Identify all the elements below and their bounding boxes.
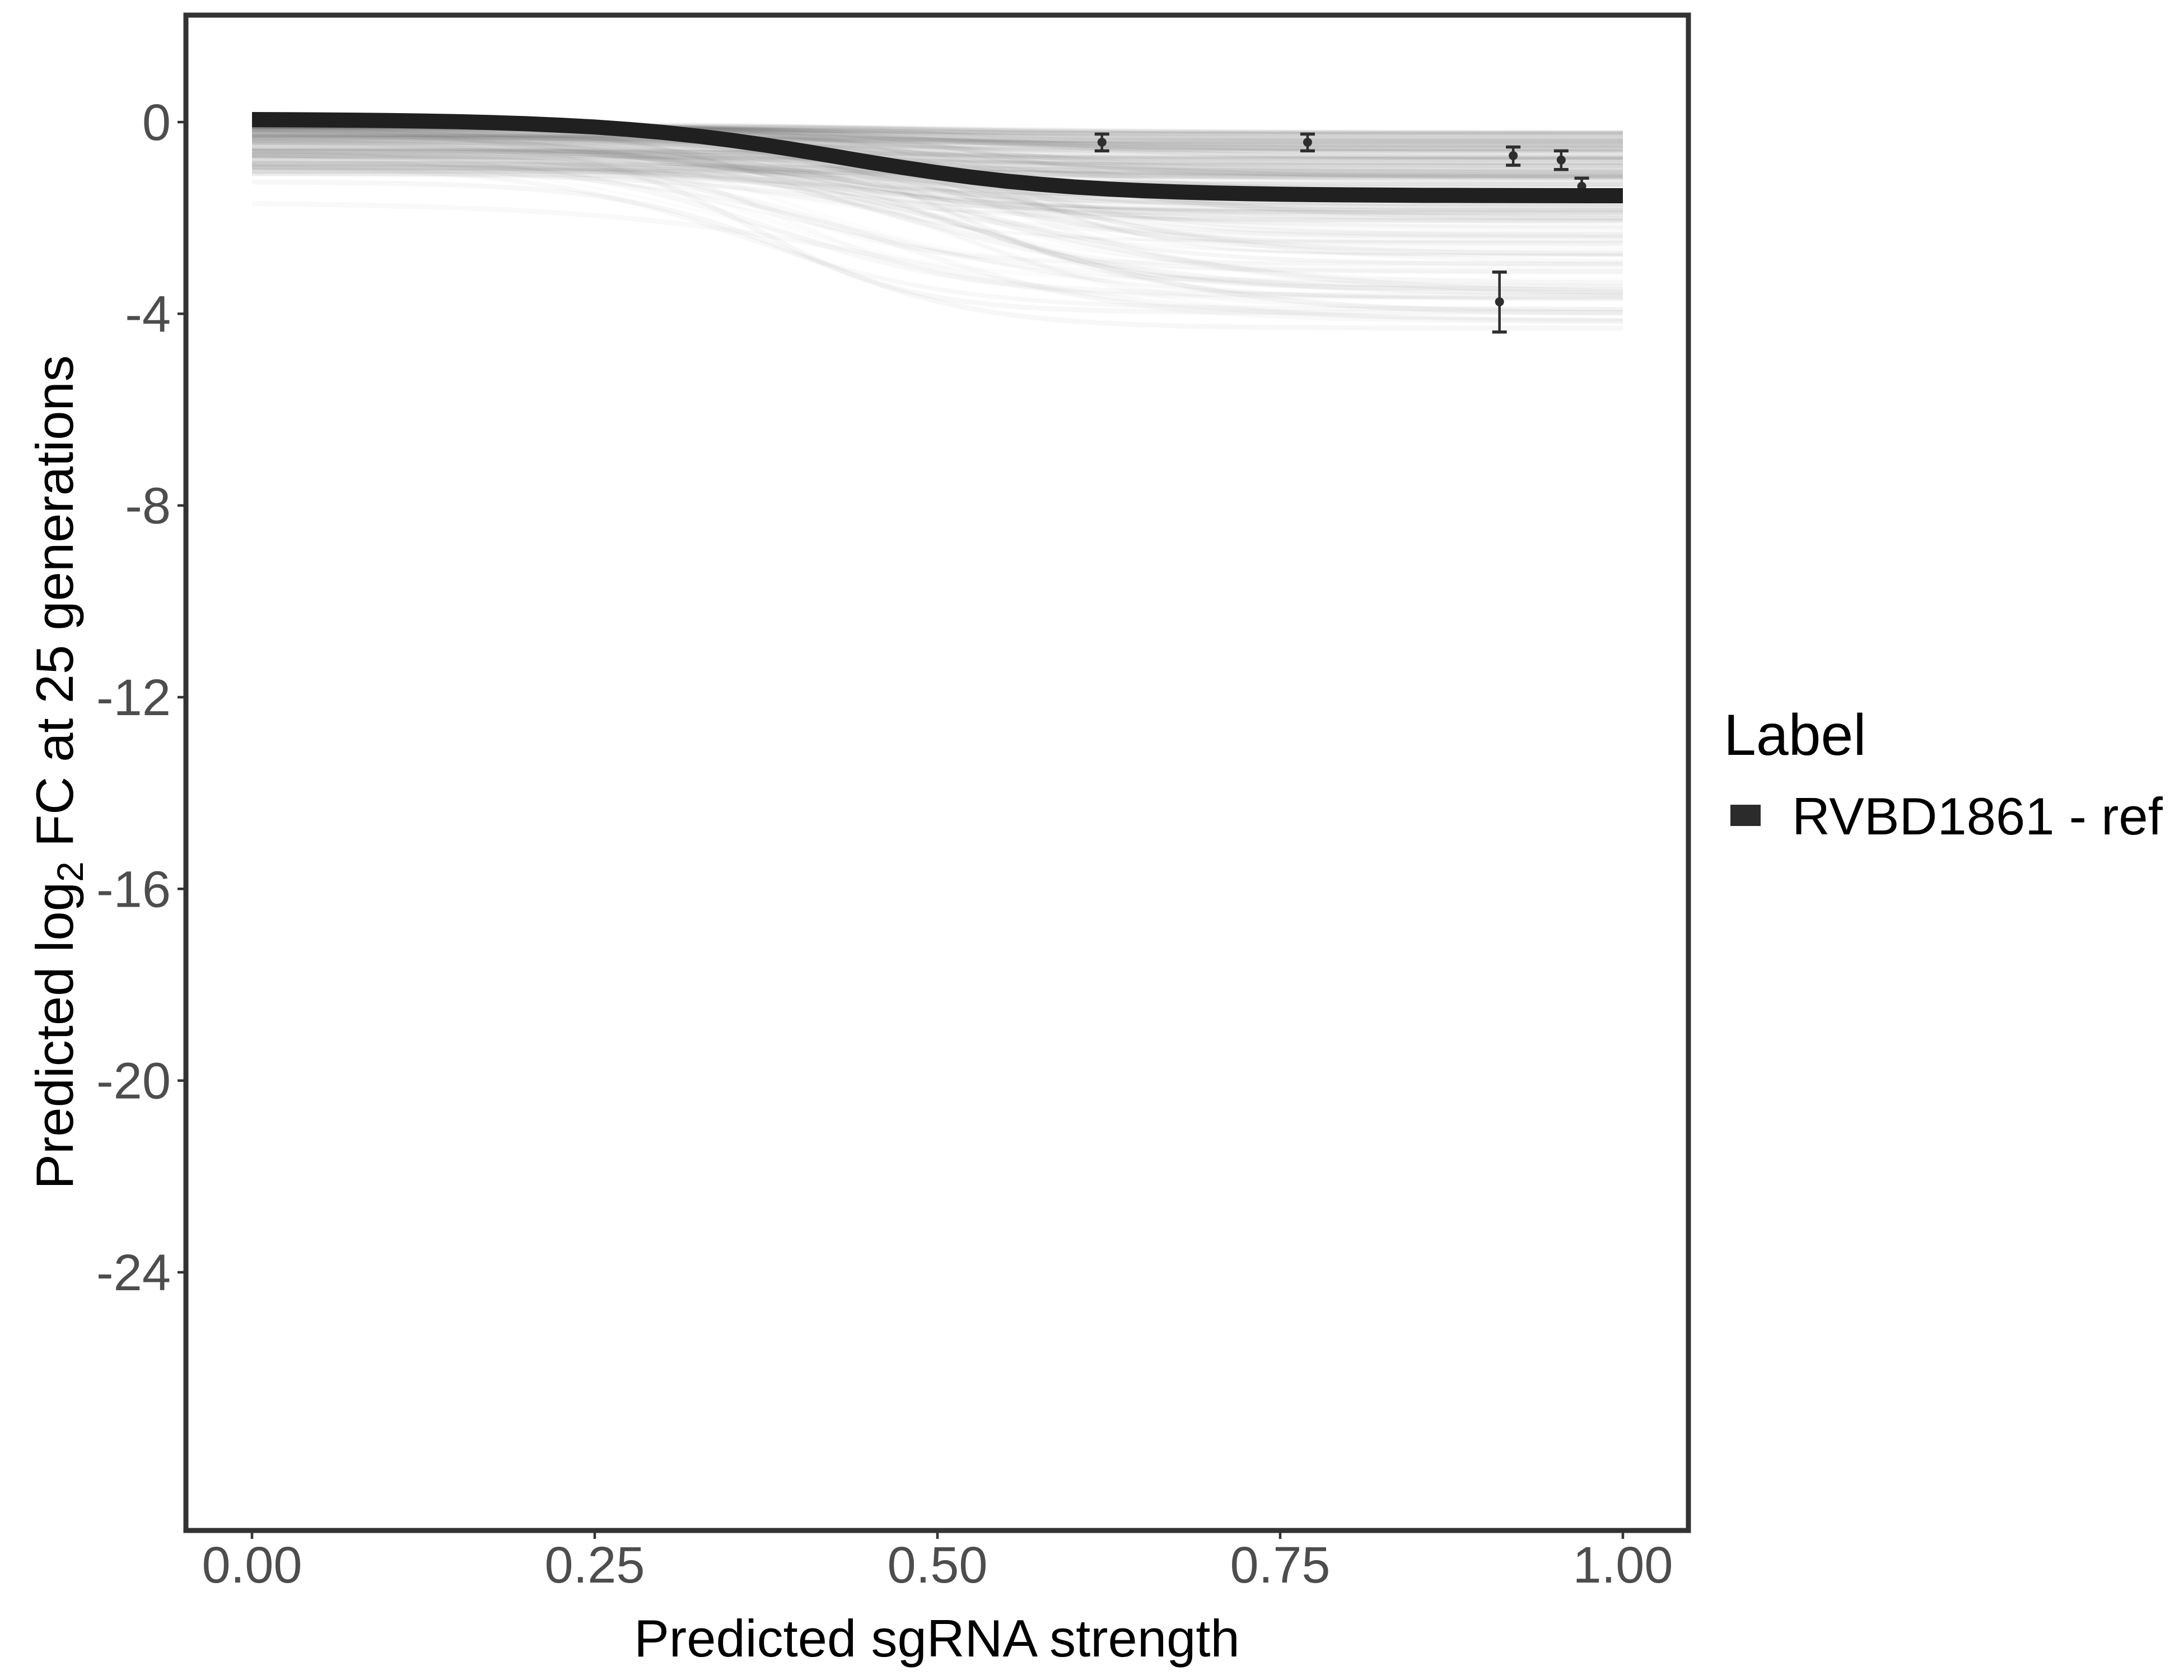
gray-prediction-curve: [251, 129, 1623, 213]
error-bar-point: [1506, 145, 1521, 167]
legend-title: Label: [1724, 703, 1866, 768]
y-tick-label: -12: [96, 669, 171, 726]
gray-prediction-curve: [251, 125, 1623, 211]
y-tick-label: 0: [142, 94, 171, 151]
legend-key-swatch: [1730, 805, 1761, 826]
x-tick-label: 0.50: [887, 1537, 987, 1594]
gray-prediction-curve: [251, 165, 1623, 302]
error-bar-point: [1553, 149, 1569, 171]
gray-prediction-curve: [251, 143, 1623, 214]
error-bar-point: [1094, 132, 1109, 153]
gray-prediction-curve: [251, 125, 1623, 207]
legend-item-label: RVBD1861 - ref: [1792, 787, 2163, 846]
x-tick-label: 0.00: [202, 1537, 302, 1594]
gray-prediction-curve: [252, 149, 1623, 171]
gray-prediction-curve: [251, 139, 1623, 267]
reference-curve-layer: [251, 112, 1623, 203]
x-tick-label: 1.00: [1572, 1537, 1673, 1594]
gray-prediction-curve: [252, 132, 1623, 240]
gray-prediction-curve: [252, 148, 1623, 171]
gray-prediction-curve: [252, 165, 1623, 215]
data-point: [1556, 155, 1566, 165]
error-bar-point: [1492, 270, 1507, 334]
gray-prediction-curve: [251, 135, 1623, 179]
gray-prediction-curve: [251, 152, 1623, 220]
y-axis-title-subscript: 2: [49, 861, 91, 882]
y-tick-label: -16: [96, 861, 171, 918]
gray-prediction-curve: [251, 128, 1623, 206]
y-axis: 0 -4 -8 -12 -16 -20 -24: [96, 94, 186, 1301]
reference-curve: [251, 112, 1623, 203]
gray-prediction-curve: [252, 129, 1623, 138]
gray-prediction-curve: [251, 130, 1623, 230]
x-axis-title: Predicted sgRNA strength: [634, 1609, 1240, 1668]
gray-prediction-curve: [252, 142, 1623, 151]
gray-prediction-curve: [251, 171, 1623, 223]
gray-prediction-curve-outlier: [251, 179, 1623, 331]
gray-prediction-curve: [252, 135, 1623, 148]
gray-prediction-curve-outlier: [251, 201, 1623, 324]
data-point: [1097, 137, 1107, 147]
gray-prediction-curve: [252, 132, 1623, 152]
y-tick-label: -24: [96, 1244, 171, 1301]
gray-prediction-curve: [252, 150, 1623, 160]
gray-prediction-curve: [251, 134, 1623, 159]
gray-prediction-curve: [251, 148, 1623, 164]
x-axis: 0.00 0.25 0.50 0.75 1.00: [202, 1530, 1673, 1594]
error-bars-layer: [1094, 132, 1589, 334]
gray-prediction-curve: [251, 133, 1623, 256]
gray-prediction-curve-outlier: [251, 165, 1623, 311]
data-point: [1303, 137, 1312, 147]
gray-prediction-curve: [251, 163, 1623, 316]
gray-prediction-curve: [251, 156, 1623, 299]
gray-prediction-curve: [252, 132, 1623, 143]
x-tick-label: 0.25: [544, 1537, 645, 1594]
legend: Label RVBD1861 - ref: [1724, 703, 2163, 846]
gray-prediction-curve: [252, 137, 1623, 300]
gray-prediction-curve: [251, 146, 1623, 167]
y-axis-title: Predicted log2 FC at 25 generations: [25, 355, 91, 1189]
x-tick-label: 0.75: [1230, 1537, 1330, 1594]
y-tick-label: -4: [125, 286, 171, 343]
gray-prediction-curve: [251, 139, 1623, 224]
gray-prediction-curve: [252, 146, 1623, 160]
gray-prediction-curve: [251, 148, 1623, 212]
gray-prediction-curve: [252, 168, 1623, 292]
y-tick-label: -8: [125, 478, 171, 535]
data-point: [1495, 297, 1504, 306]
gray-prediction-curve: [252, 150, 1623, 208]
gray-prediction-curve: [251, 129, 1623, 297]
gray-prediction-curve: [252, 139, 1623, 153]
gray-prediction-curve: [252, 153, 1623, 166]
data-point: [1509, 151, 1518, 160]
error-bar-point: [1300, 132, 1315, 153]
y-tick-label: -20: [96, 1053, 171, 1110]
gray-prediction-curve: [251, 139, 1623, 295]
gray-prediction-curve: [252, 129, 1623, 147]
gray-prediction-curve: [251, 134, 1623, 214]
y-axis-title-post: FC at 25 generations: [25, 355, 84, 861]
y-axis-title-pre: Predicted log: [25, 882, 84, 1189]
gray-prediction-curve: [252, 134, 1623, 151]
gray-prediction-curve: [251, 136, 1623, 154]
gray-prediction-curve: [251, 142, 1623, 315]
